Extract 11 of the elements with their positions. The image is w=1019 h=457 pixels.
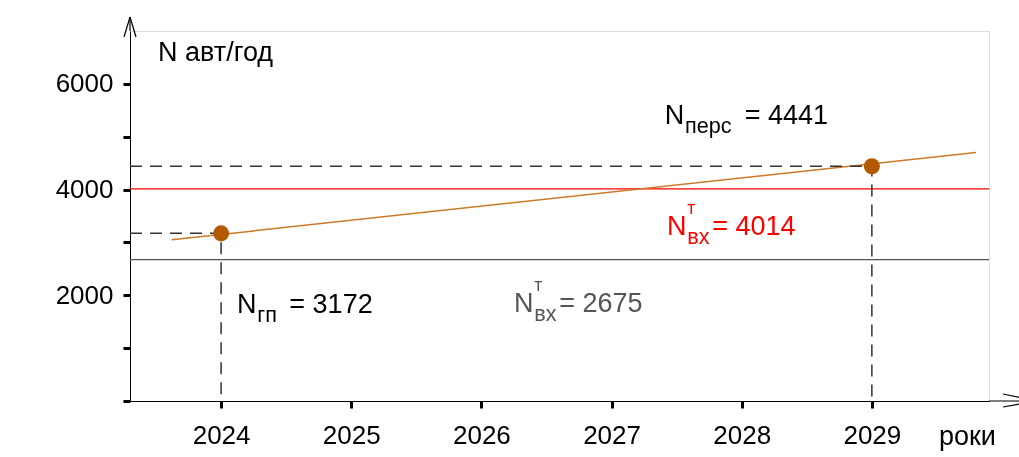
y-tick-label: 2000 <box>55 279 114 310</box>
x-axis-title: роки <box>939 421 996 451</box>
x-tick-label: 2026 <box>452 419 511 450</box>
y-tick-label: 4000 <box>55 174 114 205</box>
x-tick-label: 2029 <box>843 419 902 450</box>
x-tick-label: 2025 <box>322 419 381 450</box>
y-tick-label: 6000 <box>55 68 114 99</box>
x-tick-label: 2024 <box>192 419 251 450</box>
y-axis-title: N авт/год <box>158 37 274 67</box>
x-tick-label: 2027 <box>583 419 641 450</box>
x-tick-label: 2028 <box>713 419 772 450</box>
